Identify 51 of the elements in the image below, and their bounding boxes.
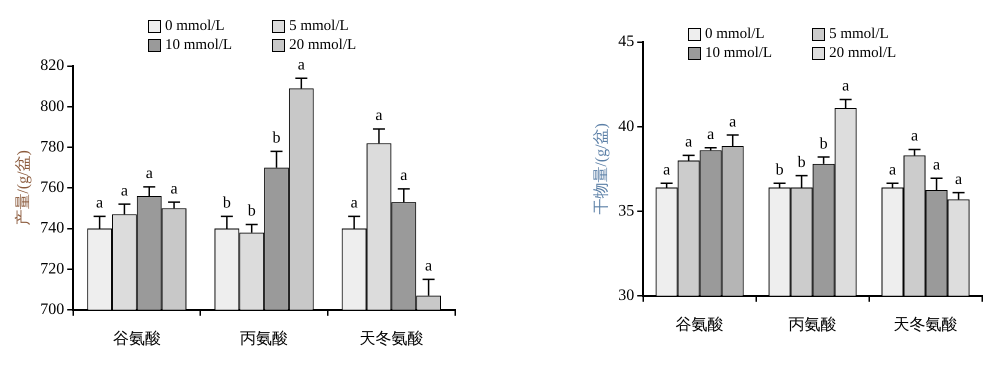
data-label: a: [146, 165, 153, 182]
y-tick-label: 780: [40, 138, 64, 156]
legend-label: 5 mmol/L: [829, 26, 889, 43]
data-label: a: [170, 180, 178, 198]
data-label: a: [120, 182, 128, 200]
legend-label: 10 mmol/L: [705, 45, 772, 62]
y-tick-label: 800: [40, 98, 64, 115]
data-label: b: [222, 194, 231, 212]
data-label: a: [729, 113, 736, 130]
y-tick-label: 45: [618, 33, 634, 50]
y-tick-label: 40: [618, 118, 634, 135]
data-label: a: [932, 156, 940, 174]
y-tick-label: 35: [618, 202, 634, 220]
data-label: a: [400, 167, 408, 184]
legend-label: 20 mmol/L: [289, 37, 356, 54]
data-label: a: [888, 161, 896, 178]
x-tick-label: 天冬氨酸: [894, 316, 958, 334]
data-label: a: [96, 194, 104, 212]
y-tick-label: 740: [40, 220, 64, 237]
legend-label: 0 mmol/L: [165, 18, 225, 35]
y-axis-title: 干物量/(g/盆): [592, 123, 610, 215]
y-tick-label: 30: [618, 287, 634, 304]
data-label: a: [425, 258, 432, 275]
y-tick-label: 720: [40, 260, 64, 278]
legend-label: 5 mmol/L: [289, 18, 349, 35]
data-label: b: [798, 154, 806, 171]
data-label: b: [820, 135, 828, 152]
x-tick-label: 丙氨酸: [240, 330, 288, 348]
legend-label: 0 mmol/L: [705, 26, 765, 43]
data-label: a: [298, 56, 305, 74]
x-tick-label: 天冬氨酸: [359, 330, 424, 348]
data-label: a: [375, 107, 383, 124]
data-label: a: [707, 126, 714, 143]
data-label: b: [776, 161, 784, 178]
data-label: a: [663, 161, 670, 178]
y-tick-label: 700: [40, 301, 64, 318]
data-label: a: [350, 194, 358, 212]
data-label: a: [685, 134, 692, 151]
x-tick-label: 丙氨酸: [788, 316, 837, 334]
data-label: a: [842, 78, 850, 95]
y-tick-label: 760: [40, 179, 64, 196]
legend-label: 20 mmol/L: [829, 45, 896, 62]
data-label: a: [955, 170, 962, 188]
y-axis-title: 产量/(g/盆): [14, 150, 32, 226]
legend-label: 10 mmol/L: [165, 37, 232, 54]
data-label: b: [272, 130, 281, 147]
y-tick-label: 820: [40, 57, 64, 74]
data-label: b: [248, 202, 256, 220]
data-label: a: [910, 128, 918, 145]
x-tick-label: 谷氨酸: [112, 330, 161, 348]
x-tick-label: 谷氨酸: [676, 316, 724, 334]
